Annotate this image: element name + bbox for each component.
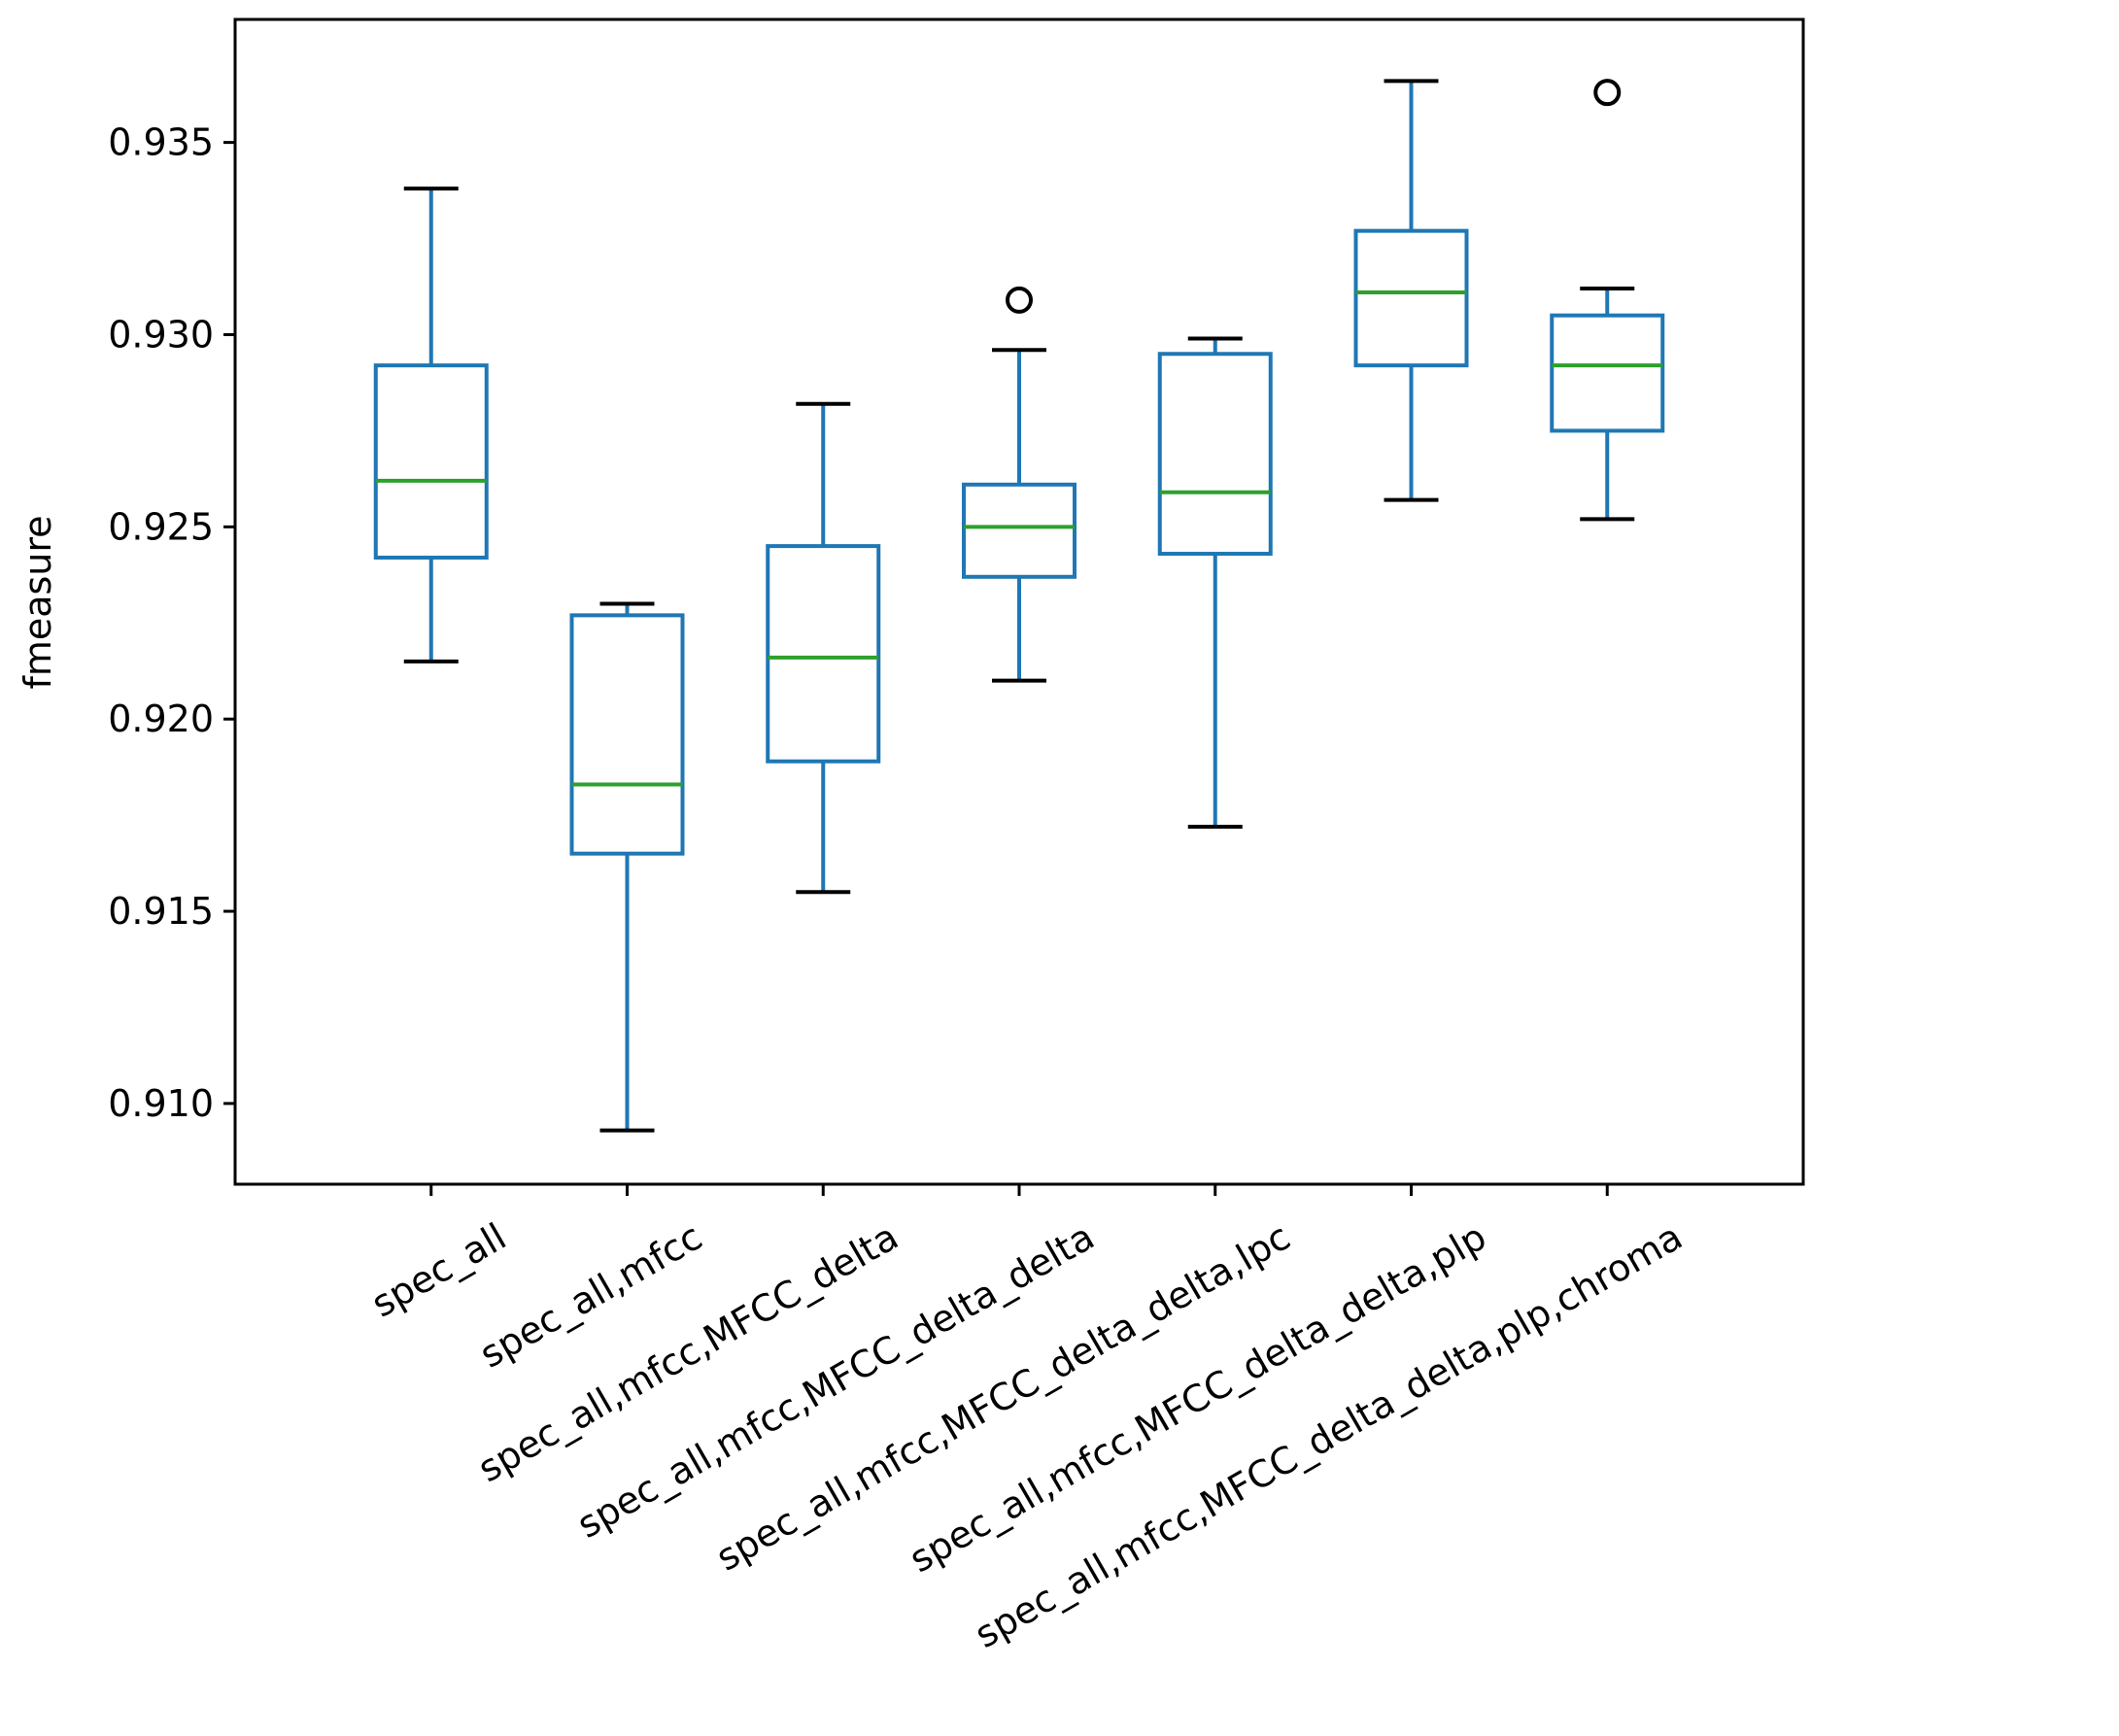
box-body: [1550, 313, 1665, 433]
y-tick-label: 0.920: [108, 698, 214, 740]
box-1: [373, 187, 489, 664]
box-body: [1353, 228, 1469, 368]
box-4: [962, 286, 1077, 683]
box-body: [962, 482, 1077, 579]
box-body: [766, 544, 881, 764]
y-tick-label: 0.915: [108, 890, 214, 933]
y-axis-label: fmeasure: [17, 515, 59, 689]
box-series: [373, 79, 1665, 1133]
y-tick-label: 0.925: [108, 505, 214, 548]
box-body: [1157, 352, 1273, 557]
x-axis: spec_allspec_all,mfccspec_all,mfcc,MFCC_…: [364, 1184, 1690, 1656]
x-tick-label: spec_all: [364, 1215, 513, 1326]
y-tick-label: 0.910: [108, 1082, 214, 1125]
x-tick-label: spec_all,mfcc,MFCC_delta_delta,plp,chrom…: [968, 1215, 1690, 1656]
outlier-point: [1006, 286, 1033, 314]
box-body: [569, 613, 685, 856]
y-tick-label: 0.930: [108, 313, 214, 356]
box-5: [1157, 336, 1273, 829]
box-6: [1353, 79, 1469, 502]
box-2: [569, 601, 685, 1133]
outlier-point: [1593, 79, 1622, 107]
y-tick-label: 0.935: [108, 121, 214, 164]
y-axis: 0.910 0.915 0.920 0.925 0.930 0.935: [108, 121, 235, 1125]
box-3: [766, 401, 881, 895]
box-body: [373, 363, 489, 560]
box-7: [1550, 79, 1665, 522]
